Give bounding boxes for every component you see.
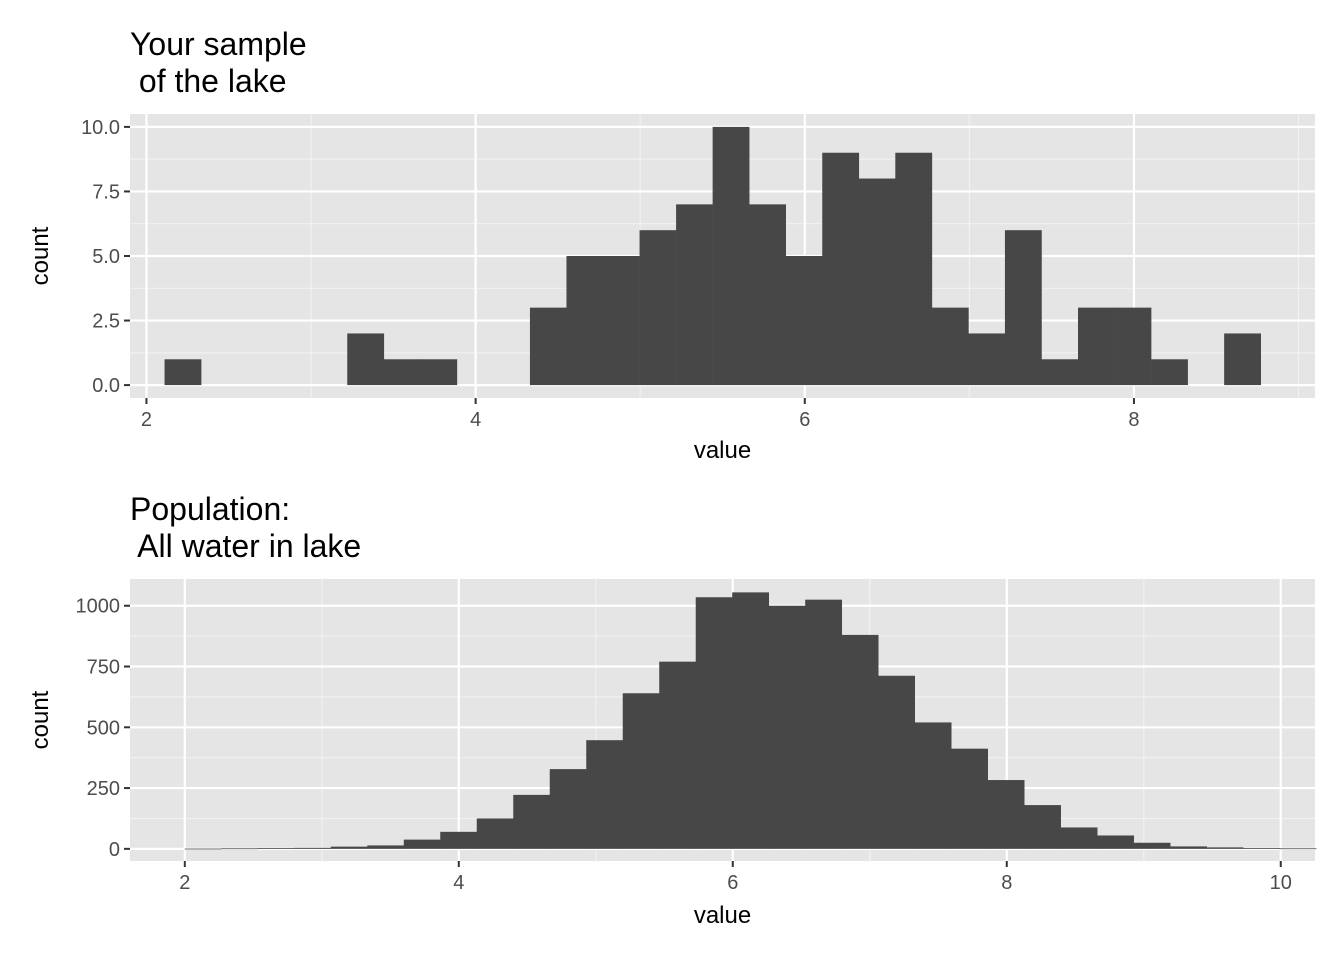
histogram-bar — [914, 722, 952, 849]
histogram-bar — [367, 845, 405, 849]
x-tick-label: 8 — [1128, 409, 1139, 431]
x-tick-label: 4 — [470, 409, 481, 431]
histogram-bar — [1060, 827, 1098, 849]
histogram-bar — [383, 359, 421, 386]
histogram-bar — [805, 599, 843, 849]
chart-1: Your sample of the lake 0.0 2.5 5.0 7.5 10.0 2… — [27, 26, 1315, 464]
histogram-bar — [347, 333, 385, 386]
histogram-bar — [603, 256, 640, 386]
histogram-bar — [639, 230, 677, 386]
histogram-bar — [987, 780, 1025, 849]
x-axis-title: value — [694, 902, 751, 929]
histogram-bar — [1024, 805, 1061, 849]
histogram-bar — [841, 634, 879, 849]
histogram-bar — [1151, 359, 1188, 386]
x-axis-title: value — [694, 437, 751, 464]
chart-2: Population: All water in lake 0 250 500 750 1… — [27, 491, 1317, 929]
histogram-bar — [659, 661, 697, 849]
histogram-bar — [330, 846, 368, 849]
y-tick-label: 250 — [87, 778, 120, 800]
y-tick-label: 1000 — [76, 596, 121, 618]
y-tick-label: 750 — [87, 657, 120, 679]
y-tick-label: 0 — [109, 839, 120, 861]
chart-title: Your sample of the lake — [130, 26, 307, 99]
y-tick-label: 0.0 — [92, 375, 120, 397]
chart-title-line: of the lake — [130, 63, 287, 99]
histogram-bar — [712, 126, 750, 386]
histogram-bar — [951, 748, 988, 849]
histogram-bar — [513, 794, 551, 849]
x-tick-label: 10 — [1270, 872, 1292, 894]
histogram-bar — [1133, 842, 1171, 849]
x-tick-label: 6 — [799, 409, 810, 431]
histogram-bar — [1206, 847, 1244, 849]
histogram-bar — [1004, 230, 1042, 386]
histogram-bar — [895, 152, 933, 386]
histogram-bar — [676, 204, 713, 386]
histogram-bar — [749, 204, 786, 386]
y-tick-label: 7.5 — [92, 181, 120, 203]
histogram-bar — [1243, 848, 1280, 849]
histogram-bar — [586, 740, 624, 849]
y-axis-title: count — [27, 690, 54, 749]
histogram-bar — [549, 769, 587, 849]
histogram-bar — [1078, 307, 1115, 386]
histogram-bar — [294, 847, 332, 849]
histogram-bar — [768, 605, 806, 849]
histogram-bar — [1170, 846, 1207, 849]
histogram-bar — [732, 592, 770, 849]
histogram-bar — [221, 848, 259, 850]
histogram-bar — [1279, 848, 1317, 850]
x-tick-label: 6 — [727, 872, 738, 894]
x-tick-label: 8 — [1001, 872, 1012, 894]
histogram-bar — [1114, 307, 1152, 386]
y-axis-title: count — [27, 226, 54, 285]
y-tick-label: 500 — [87, 717, 120, 739]
x-tick-label: 2 — [141, 409, 152, 431]
chart-title: Population: All water in lake — [130, 491, 361, 564]
histogram-bar — [529, 307, 567, 386]
chart-title-line: All water in lake — [130, 528, 361, 564]
histogram-bar — [476, 818, 514, 849]
histogram-bar — [968, 333, 1006, 386]
histogram-bar — [822, 152, 860, 386]
histogram-bar — [566, 256, 604, 386]
histogram-bar — [1224, 333, 1261, 386]
histogram-bar — [878, 675, 916, 849]
chart-title-line: Population: — [130, 491, 290, 527]
y-tick-label: 5.0 — [92, 246, 120, 268]
histogram-bar — [184, 848, 222, 850]
histogram-bar — [257, 848, 295, 849]
histogram-bar — [785, 256, 823, 386]
histogram-bar — [1041, 359, 1079, 386]
chart-title-line: Your sample — [130, 26, 307, 62]
x-tick-label: 4 — [453, 872, 464, 894]
histogram-bar — [1097, 835, 1134, 849]
x-tick-label: 2 — [179, 872, 190, 894]
y-tick-label: 2.5 — [92, 311, 120, 333]
histogram-bar — [420, 359, 458, 386]
histogram-bar — [403, 839, 441, 849]
histogram-bar — [931, 307, 969, 386]
histogram-bar — [858, 178, 896, 386]
histogram-bar — [164, 359, 202, 386]
histogram-bar — [695, 597, 733, 849]
histogram-bar — [440, 831, 478, 849]
y-tick-label: 10.0 — [81, 117, 120, 139]
histogram-bar — [622, 693, 660, 849]
